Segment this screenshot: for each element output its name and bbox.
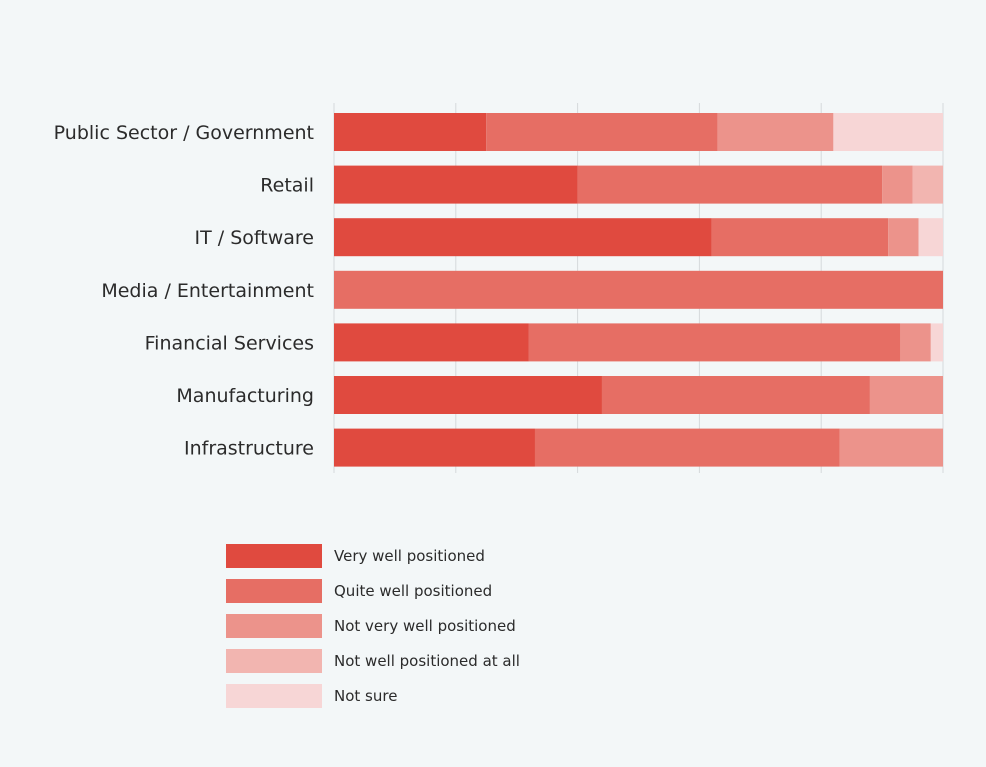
- legend-swatch: [226, 649, 322, 673]
- category-label: Manufacturing: [176, 385, 314, 407]
- bar-segment: [334, 323, 529, 362]
- bar-segment: [601, 376, 870, 414]
- bar-segment: [534, 428, 840, 467]
- bar-segment: [334, 376, 602, 414]
- bar-segment: [918, 218, 943, 257]
- bar-segment: [882, 165, 913, 204]
- legend-label: Very well positioned: [334, 547, 485, 565]
- bar-segment: [717, 113, 834, 151]
- bar-segment: [486, 113, 718, 151]
- bar-segment: [833, 113, 943, 151]
- legend-swatch: [226, 579, 322, 603]
- bars: [334, 113, 943, 467]
- bar-segment: [888, 218, 919, 257]
- bar-segment: [334, 113, 487, 151]
- bar-segment: [334, 270, 943, 309]
- bar-segment: [900, 323, 931, 362]
- legend-label: Not sure: [334, 687, 397, 705]
- bar-segment: [334, 428, 535, 467]
- bar-segment: [528, 323, 901, 362]
- legend: Very well positioned Quite well positione…: [226, 544, 520, 708]
- category-label: IT / Software: [195, 227, 314, 249]
- bar-segment: [912, 165, 943, 204]
- legend-label: Not well positioned at all: [334, 652, 520, 670]
- bar-segment: [930, 323, 943, 362]
- bar-segment: [334, 165, 578, 204]
- legend-swatch: [226, 614, 322, 638]
- legend-label: Quite well positioned: [334, 582, 492, 600]
- category-label: Financial Services: [145, 332, 314, 354]
- bar-segment: [577, 165, 883, 204]
- category-label: Retail: [260, 175, 314, 197]
- bar-segment: [334, 218, 712, 257]
- bar-segment: [839, 428, 943, 467]
- category-label: Media / Entertainment: [101, 280, 314, 302]
- bar-segment: [711, 218, 889, 257]
- category-label: Infrastructure: [184, 438, 314, 460]
- bar-segment: [869, 376, 943, 414]
- category-labels: Public Sector / Government Retail IT / Sof…: [54, 122, 314, 460]
- category-label: Public Sector / Government: [54, 122, 314, 144]
- legend-swatch: [226, 684, 322, 708]
- legend-swatch: [226, 544, 322, 568]
- legend-label: Not very well positioned: [334, 617, 516, 635]
